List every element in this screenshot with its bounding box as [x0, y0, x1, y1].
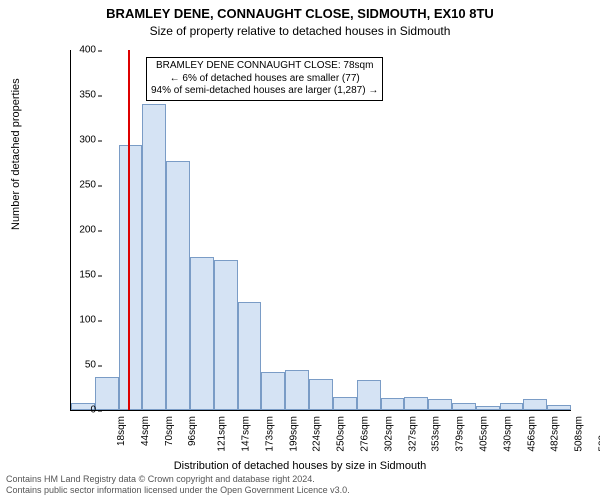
histogram-bar — [190, 257, 214, 410]
histogram-bar — [500, 403, 524, 410]
y-tick: 400 — [56, 45, 96, 56]
histogram-bar — [238, 302, 262, 410]
histogram-bar — [452, 403, 476, 410]
y-tick: 0 — [56, 405, 96, 416]
histogram-bar — [309, 379, 333, 411]
x-tick: 250sqm — [336, 416, 347, 452]
plot-area: BRAMLEY DENE CONNAUGHT CLOSE: 78sqm← 6% … — [70, 50, 571, 411]
marker-line — [128, 50, 130, 410]
y-tick: 300 — [56, 135, 96, 146]
annot-line-1: BRAMLEY DENE CONNAUGHT CLOSE: 78sqm — [151, 60, 378, 73]
histogram-bar — [261, 372, 285, 410]
annot-line-2: ← 6% of detached houses are smaller (77) — [151, 73, 378, 86]
x-tick: 405sqm — [479, 416, 490, 452]
y-tick: 150 — [56, 270, 96, 281]
x-tick: 327sqm — [407, 416, 418, 452]
y-axis-label: Number of detached properties — [10, 78, 22, 230]
footer-line-1: Contains HM Land Registry data © Crown c… — [6, 474, 350, 485]
x-tick: 147sqm — [241, 416, 252, 452]
x-tick: 482sqm — [550, 416, 561, 452]
y-tick: 250 — [56, 180, 96, 191]
x-axis-label: Distribution of detached houses by size … — [0, 460, 600, 472]
histogram-bar — [214, 260, 238, 410]
histogram-bar — [285, 370, 309, 411]
histogram-bar — [333, 397, 357, 411]
x-tick: 276sqm — [360, 416, 371, 452]
x-tick: 302sqm — [383, 416, 394, 452]
histogram-bar — [142, 104, 166, 410]
histogram-bar — [381, 398, 405, 410]
x-tick: 44sqm — [140, 416, 151, 446]
histogram-bar — [547, 405, 571, 410]
annot-line-3: 94% of semi-detached houses are larger (… — [151, 85, 378, 98]
x-tick: 456sqm — [526, 416, 537, 452]
chart-title: BRAMLEY DENE, CONNAUGHT CLOSE, SIDMOUTH,… — [0, 6, 600, 21]
x-tick: 353sqm — [431, 416, 442, 452]
histogram-bar — [95, 377, 119, 410]
histogram-bar — [166, 161, 190, 410]
y-tick: 100 — [56, 315, 96, 326]
histogram-bar — [476, 406, 500, 411]
footer-attribution: Contains HM Land Registry data © Crown c… — [6, 474, 350, 496]
annotation-box: BRAMLEY DENE CONNAUGHT CLOSE: 78sqm← 6% … — [146, 57, 383, 101]
x-tick: 18sqm — [116, 416, 127, 446]
chart-container: { "title_line1": "BRAMLEY DENE, CONNAUGH… — [0, 0, 600, 500]
x-tick: 96sqm — [187, 416, 198, 446]
x-tick: 199sqm — [288, 416, 299, 452]
x-tick: 430sqm — [502, 416, 513, 452]
x-tick: 173sqm — [264, 416, 275, 452]
y-tick: 200 — [56, 225, 96, 236]
x-tick: 70sqm — [164, 416, 175, 446]
footer-line-2: Contains public sector information licen… — [6, 485, 350, 496]
histogram-bar — [428, 399, 452, 410]
histogram-bar — [404, 397, 428, 411]
y-tick: 350 — [56, 90, 96, 101]
x-tick: 508sqm — [574, 416, 585, 452]
x-tick: 379sqm — [455, 416, 466, 452]
x-tick: 224sqm — [312, 416, 323, 452]
histogram-bar — [357, 380, 381, 410]
x-tick: 121sqm — [217, 416, 228, 452]
histogram-bar — [119, 145, 143, 411]
chart-subtitle: Size of property relative to detached ho… — [0, 24, 600, 38]
histogram-bar — [523, 399, 547, 410]
y-tick: 50 — [56, 360, 96, 371]
